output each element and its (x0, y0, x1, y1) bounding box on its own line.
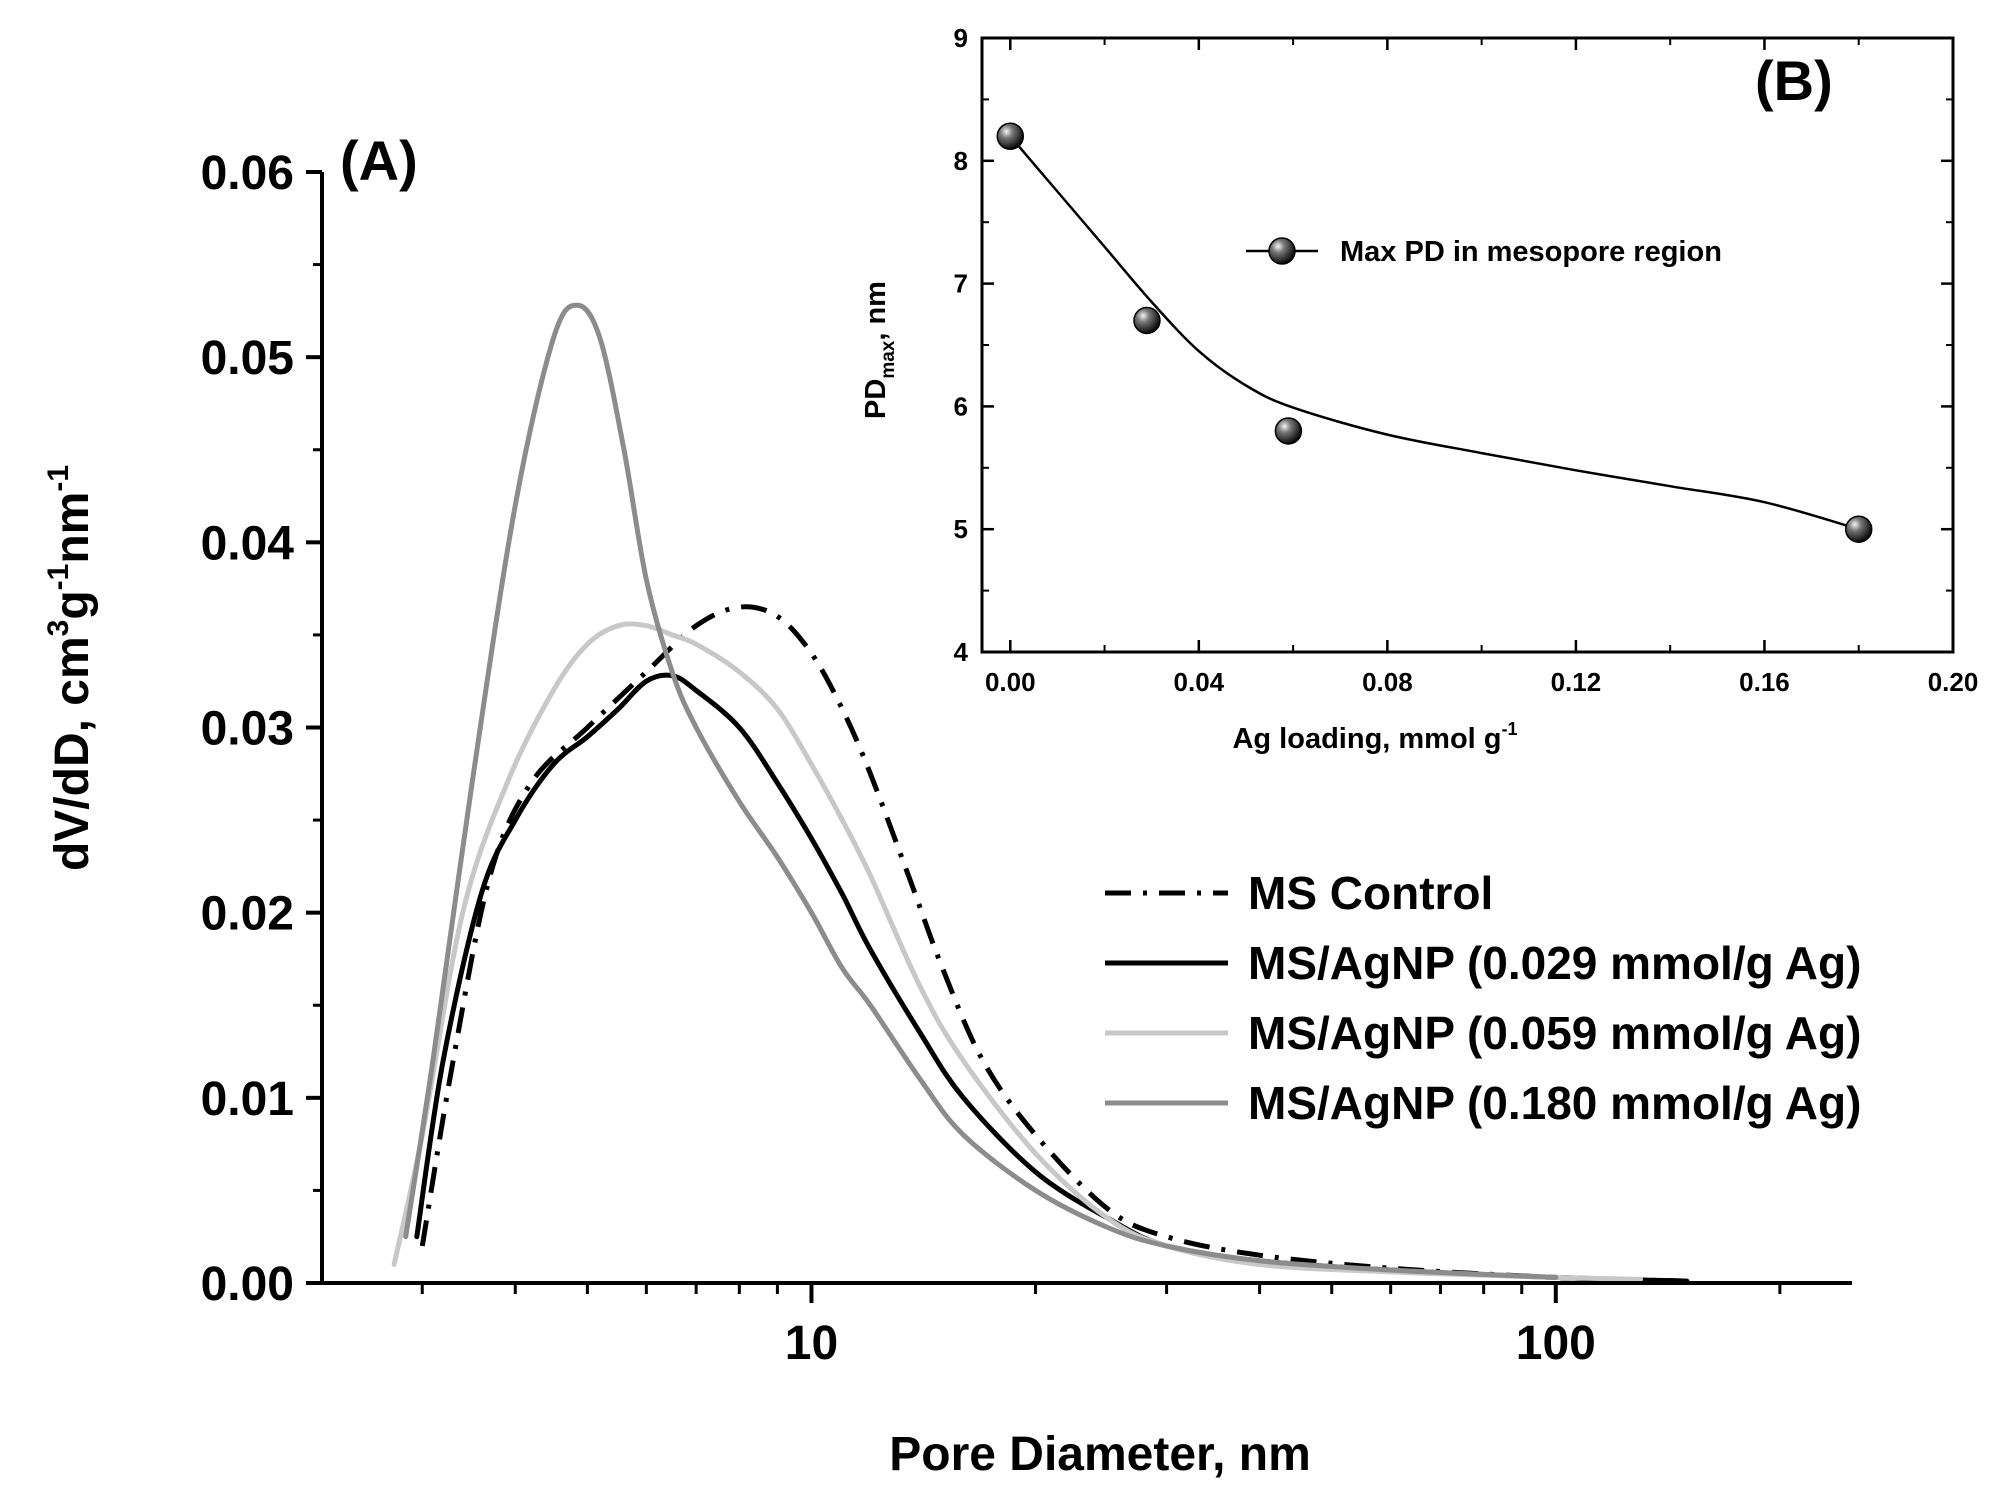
legend-swatch-marker-max-pd-in-mesopore-region (1268, 237, 1296, 265)
legend-label-ms-agnp-0-029-mmol-g-ag: MS/AgNP (0.029 mmol/g Ag) (1248, 937, 1861, 989)
series-line-ms-agnp-0-059-mmol-g-ag (391, 621, 1644, 1282)
data-point-max-pd-in-mesopore-region (1274, 417, 1303, 445)
panel-a-x-axis-title: Pore Diameter, nm (889, 1428, 1311, 1481)
panel-a-x-tick-label: 100 (1516, 1317, 1596, 1370)
panel-a-y-tick-label: 0.04 (201, 517, 295, 570)
panel-a-y-tick-label: 0.00 (201, 1258, 294, 1311)
panel-a: 0.00 0.01 0.02 0.03 0.04 0.05 0.06 10 100 (A) Po… (42, 129, 1861, 1481)
panel-a-axes: 0.00 0.01 0.02 0.03 0.04 0.05 0.06 10 100 (201, 147, 1852, 1370)
data-point-max-pd-in-mesopore-region (1133, 306, 1161, 335)
panel-b-axes: 0.00 0.04 0.08 0.12 0.16 0.20 4 5 6 7 8 9 (954, 23, 1979, 697)
panel-b-curves (996, 122, 1873, 543)
panel-b-x-axis-title: Ag loading, mmol g-1 (1232, 719, 1517, 755)
panel-b: 0.00 0.04 0.08 0.12 0.16 0.20 4 5 6 7 8 9 (B) Ag lo… (860, 23, 1978, 755)
legend-label-ms-agnp-0-059-mmol-g-ag: MS/AgNP (0.059 mmol/g Ag) (1248, 1007, 1861, 1059)
panel-b-y-tick-label: 9 (954, 23, 968, 53)
panel-b-legend: Max PD in mesopore region (1246, 236, 1722, 268)
data-point-max-pd-in-mesopore-region (996, 122, 1025, 150)
panel-b-x-tick-label: 0.20 (1928, 667, 1979, 697)
legend-label-max-pd-in-mesopore-region: Max PD in mesopore region (1340, 236, 1722, 268)
panel-a-y-tick-label: 0.01 (201, 1073, 294, 1126)
series-line-ms-agnp-0-180-mmol-g-ag (403, 302, 1559, 1280)
panel-b-x-tick-label: 0.08 (1362, 667, 1413, 697)
panel-a-y-tick-label: 0.06 (201, 147, 294, 200)
panel-a-x-tick-label: 10 (785, 1317, 838, 1370)
panel-a-y-tick-label: 0.03 (201, 703, 294, 756)
panel-b-y-tick-label: 8 (954, 146, 968, 176)
panel-b-y-tick-label: 5 (954, 514, 968, 544)
panel-b-x-tick-label: 0.00 (985, 667, 1036, 697)
data-point-max-pd-in-mesopore-region (1844, 515, 1873, 543)
fit-curve-max-pd-in-mesopore-region (1009, 135, 1860, 531)
panel-a-curves (391, 302, 1690, 1284)
panel-b-frame (980, 36, 1955, 654)
panel-a-y-tick-label: 0.05 (201, 332, 294, 385)
panel-a-legend: MS Control MS/AgNP (0.029 mmol/g Ag) MS/Ag… (1105, 867, 1861, 1129)
panel-b-x-tick-label: 0.16 (1739, 667, 1790, 697)
panel-b-x-tick-label: 0.04 (1174, 667, 1225, 697)
panel-b-y-tick-label: 6 (954, 391, 968, 421)
legend-label-ms-agnp-0-180-mmol-g-ag: MS/AgNP (0.180 mmol/g Ag) (1248, 1077, 1861, 1129)
panel-b-y-tick-label: 7 (954, 269, 968, 299)
panel-a-y-tick-label: 0.02 (201, 888, 294, 941)
panel-a-y-axis-title: dV/dD, cm3g-1nm-1 (42, 465, 99, 871)
panel-b-y-tick-label: 4 (954, 637, 969, 667)
panel-a-label: (A) (340, 129, 418, 192)
legend-label-ms-control: MS Control (1248, 867, 1493, 919)
panel-b-x-tick-label: 0.12 (1551, 667, 1602, 697)
series-line-ms-control (419, 604, 1687, 1284)
panel-b-y-axis-title: PDmax, nm (860, 281, 899, 419)
panel-b-label: (B) (1755, 49, 1833, 112)
